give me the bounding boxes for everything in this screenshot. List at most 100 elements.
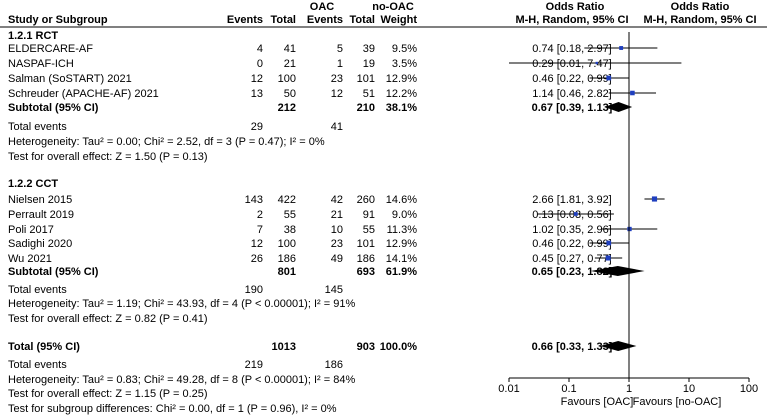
- x-tick-label: 0.01: [498, 383, 519, 395]
- total-events-label: Total events: [8, 359, 67, 371]
- weight-cell: 9.5%: [392, 43, 417, 55]
- no-oac-total-cell: 55: [363, 224, 375, 236]
- oac-total-cell: 38: [284, 224, 296, 236]
- subtotal-rct-oac-total: 212: [278, 102, 296, 114]
- subtotal-rct-weight: 38.1%: [386, 102, 417, 114]
- or-ci-cell: 0.74 [0.18, 2.97]: [532, 43, 612, 55]
- heterogeneity-text: Heterogeneity: Tau² = 0.83; Chi² = 49.28…: [8, 374, 355, 386]
- study-name: Wu 2021: [8, 253, 52, 265]
- no-oac-events-cell: 23: [331, 73, 343, 85]
- overall-total-label: Total (95% CI): [8, 341, 80, 353]
- subtotal-rct-label: Subtotal (95% CI): [8, 102, 99, 114]
- oac-events-cell: 12: [251, 73, 263, 85]
- study-point: [627, 226, 632, 232]
- subgroup-heading: 1.2.2 CCT: [8, 178, 58, 190]
- oac-total-cell: 100: [278, 73, 296, 85]
- subtotal-cct-oac-total: 801: [278, 266, 296, 278]
- favours-oac-label: Favours [OAC]: [561, 396, 634, 408]
- or-ci-cell: 0.29 [0.01, 7.47]: [532, 58, 612, 70]
- weight-cell: 3.5%: [392, 58, 417, 70]
- subgroup-heading: 1.2.1 RCT: [8, 30, 58, 42]
- overall-effect-text: Test for overall effect: Z = 0.82 (P = 0…: [8, 313, 208, 325]
- no-oac-events-cell: 49: [331, 253, 343, 265]
- total-events-no-oac: 145: [325, 284, 343, 296]
- study-point: [606, 75, 612, 81]
- overall-total-oac-total: 1013: [272, 341, 296, 353]
- study-name: Poli 2017: [8, 224, 54, 236]
- oac-events-cell: 13: [251, 88, 263, 100]
- oac-total-cell: 100: [278, 238, 296, 250]
- no-oac-events-cell: 21: [331, 209, 343, 221]
- overall-effect-text: Test for overall effect: Z = 1.15 (P = 0…: [8, 388, 208, 400]
- or-method-text-header: M-H, Random, 95% CI: [515, 14, 628, 26]
- study-name: Salman (SoSTART) 2021: [8, 73, 132, 85]
- no-oac-total-cell: 19: [363, 58, 375, 70]
- total-events-oac: 190: [245, 284, 263, 296]
- study-point: [630, 90, 635, 96]
- or-ci-cell: 2.66 [1.81, 3.92]: [532, 194, 612, 206]
- subtotal-cct-label: Subtotal (95% CI): [8, 266, 99, 278]
- subtotal-rct-or-ci: 0.67 [0.39, 1.13]: [532, 102, 613, 114]
- no-oac-events-cell: 10: [331, 224, 343, 236]
- oac-total-cell: 186: [278, 253, 296, 265]
- no-oac-events-cell: 5: [337, 43, 343, 55]
- no-oac-events-cell: 23: [331, 238, 343, 250]
- subtotal-cct-no-oac-total: 693: [357, 266, 375, 278]
- study-point: [605, 255, 611, 261]
- total-events-label: Total events: [8, 284, 67, 296]
- x-tick-label: 100: [740, 383, 758, 395]
- study-name: ELDERCARE-AF: [8, 43, 93, 55]
- oac-events-cell: 0: [257, 58, 263, 70]
- overall-total-no-oac-total: 903: [357, 341, 375, 353]
- subtotal-cct-diamond: [590, 266, 645, 276]
- heterogeneity-text: Heterogeneity: Tau² = 1.19; Chi² = 43.93…: [8, 298, 355, 310]
- oac-group-header: OAC: [310, 1, 335, 13]
- oac-total-cell: 55: [284, 209, 296, 221]
- no-oac-group-header: no-OAC: [372, 1, 414, 13]
- no-oac-total-cell: 101: [357, 73, 375, 85]
- oac-total-cell: 21: [284, 58, 296, 70]
- study-point: [619, 46, 624, 50]
- no-oac-total-cell: 260: [357, 194, 375, 206]
- study-name: Nielsen 2015: [8, 194, 72, 206]
- or-ci-cell: 0.46 [0.22, 0.99]: [532, 238, 612, 250]
- study-header: Study or Subgroup: [8, 14, 108, 26]
- no-oac-events-cell: 1: [337, 58, 343, 70]
- or-text-header: Odds Ratio: [546, 1, 605, 13]
- or-ci-cell: 0.46 [0.22, 0.99]: [532, 73, 612, 85]
- no-oac-total-cell: 39: [363, 43, 375, 55]
- x-tick-label: 1: [626, 383, 632, 395]
- overall-total-weight: 100.0%: [380, 341, 418, 353]
- weight-header: Weight: [381, 14, 418, 26]
- or-ci-cell: 1.02 [0.35, 2.96]: [532, 224, 612, 236]
- oac-events-cell: 4: [257, 43, 263, 55]
- weight-cell: 14.6%: [386, 194, 417, 206]
- no-oac-total-cell: 101: [357, 238, 375, 250]
- total-events-oac: 219: [245, 359, 263, 371]
- overall-effect-text: Test for overall effect: Z = 1.50 (P = 0…: [8, 151, 208, 163]
- subgroup-differences-text: Test for subgroup differences: Chi² = 0.…: [8, 403, 337, 415]
- overall-total-or-ci: 0.66 [0.33, 1.33]: [532, 341, 613, 353]
- or-plot-header: Odds Ratio: [671, 1, 730, 13]
- study-name: Perrault 2019: [8, 209, 74, 221]
- total-events-oac: 29: [251, 121, 263, 133]
- or-method-plot-header: M-H, Random, 95% CI: [643, 14, 756, 26]
- total-events-no-oac: 41: [331, 121, 343, 133]
- oac-total-cell: 41: [284, 43, 296, 55]
- no-oac-events-cell: 42: [331, 194, 343, 206]
- subtotal-cct-weight: 61.9%: [386, 266, 417, 278]
- overall-total-diamond: [600, 341, 637, 351]
- no-oac-total-cell: 186: [357, 253, 375, 265]
- subtotal-cct-or-ci: 0.65 [0.23, 1.82]: [532, 266, 613, 278]
- oac-events-header: Events: [227, 14, 263, 26]
- or-ci-cell: 1.14 [0.46, 2.82]: [532, 88, 612, 100]
- no-oac-events-header: Events: [307, 14, 343, 26]
- weight-cell: 11.3%: [387, 224, 418, 236]
- oac-events-cell: 2: [257, 209, 263, 221]
- oac-total-cell: 50: [284, 88, 296, 100]
- weight-cell: 12.9%: [386, 238, 417, 250]
- x-tick-label: 0.1: [561, 383, 576, 395]
- study-name: Sadighi 2020: [8, 238, 72, 250]
- oac-events-cell: 143: [245, 194, 263, 206]
